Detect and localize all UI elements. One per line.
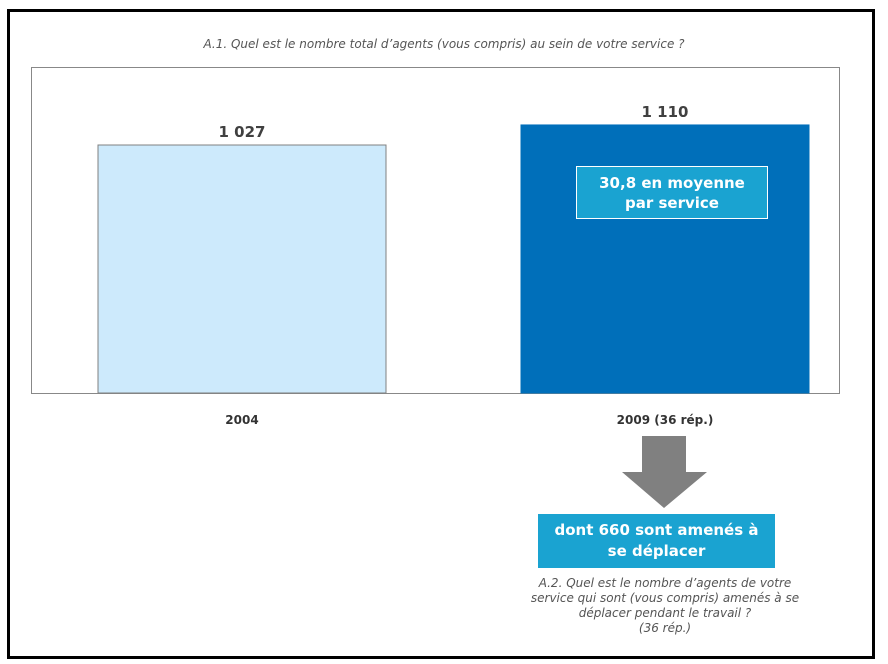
chart-question: A.1. Quel est le nombre total d’agents (… [203, 37, 685, 51]
bar-0 [97, 144, 387, 394]
sub-question-line3: déplacer pendant le travail ? [578, 606, 752, 620]
average-callout-line2: par service [625, 194, 719, 212]
category-label-0: 2004 [225, 413, 258, 427]
highlight-line2: se déplacer [607, 542, 706, 560]
average-callout-line1: 30,8 en moyenne [599, 174, 745, 192]
category-label-1: 2009 (36 rép.) [617, 413, 714, 427]
down-arrow-icon [622, 436, 707, 508]
bar-value-label-1: 1 110 [642, 103, 689, 121]
sub-question-note: A.2. Quel est le nombre d’agents de votr… [500, 576, 830, 636]
travel-agents-highlight: dont 660 sont amenés à se déplacer [538, 514, 775, 568]
bar-value-label-0: 1 027 [219, 123, 266, 141]
sub-question-line1: A.2. Quel est le nombre d’agents de votr… [538, 576, 792, 590]
highlight-line1: dont 660 sont amenés à [554, 521, 759, 539]
sub-question-line4: (36 rép.) [638, 621, 692, 635]
sub-question-line2: service qui sont (vous compris) amenés à… [530, 591, 800, 605]
average-callout: 30,8 en moyenne par service [576, 166, 768, 219]
